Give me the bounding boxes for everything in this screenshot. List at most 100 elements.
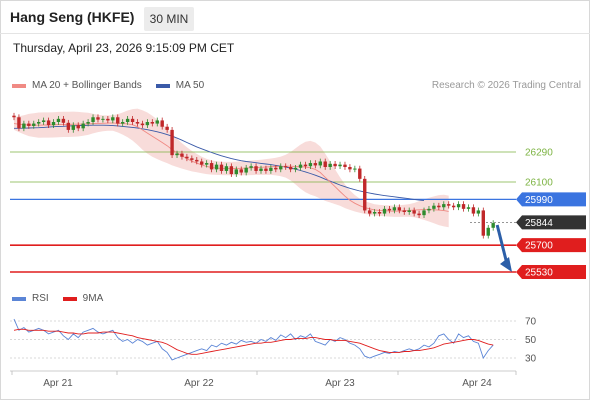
- header-divider: [0, 33, 590, 34]
- candle-body: [318, 161, 322, 166]
- candle-body: [353, 168, 357, 170]
- candle-body: [125, 118, 130, 122]
- rsi-tick-label: 50: [525, 335, 537, 346]
- candle-body: [363, 178, 367, 211]
- candle-body: [288, 167, 293, 170]
- candle-body: [195, 159, 199, 162]
- candle-body: [244, 167, 248, 173]
- header-bar: Hang Seng (HKFE) 30 MIN: [0, 0, 590, 34]
- candle-body: [476, 210, 481, 214]
- candle-body: [224, 166, 229, 171]
- candle-body: [27, 123, 31, 126]
- candle-body: [422, 210, 426, 216]
- candle-body: [427, 208, 431, 211]
- x-tick-label: Apr 24: [462, 378, 492, 389]
- candle-body: [269, 167, 273, 171]
- candle-body: [461, 204, 466, 209]
- candle-body: [308, 163, 313, 167]
- candle-body: [66, 122, 71, 130]
- rsi-legend-swatch: [12, 296, 26, 301]
- candle-body: [17, 117, 21, 129]
- candle-body: [486, 227, 490, 236]
- candle-body: [451, 205, 456, 208]
- timeframe-badge[interactable]: 30 MIN: [144, 7, 194, 31]
- rsi-tick-label: 30: [525, 354, 537, 365]
- level-label-25530: 25530: [525, 268, 553, 279]
- candle-body: [382, 208, 387, 214]
- candle-body: [116, 117, 120, 124]
- candle-body: [145, 122, 150, 126]
- candle-body: [471, 207, 476, 214]
- candle-body: [412, 210, 416, 214]
- candle-body: [71, 125, 75, 130]
- level-tag-25530: [516, 265, 586, 279]
- rsi-tick-label: 70: [525, 317, 537, 328]
- candle-body: [37, 122, 41, 124]
- projection-arrow-shaft: [495, 224, 509, 265]
- candle-body: [456, 204, 461, 208]
- candle-body: [41, 120, 46, 122]
- candle-body: [190, 158, 194, 160]
- candle-body: [130, 118, 135, 122]
- candle-body: [155, 120, 159, 124]
- candle-body: [338, 164, 342, 167]
- candle-body: [343, 164, 347, 167]
- candle-body: [61, 118, 66, 123]
- candle-body: [165, 126, 169, 130]
- level-tag-25844: [516, 215, 586, 230]
- rsi-line: [13, 318, 494, 361]
- candle-body: [279, 166, 283, 170]
- candle-body: [397, 207, 402, 211]
- candle-body: [402, 210, 406, 212]
- candle-body: [81, 123, 85, 129]
- candle-body: [91, 117, 95, 122]
- instrument-title: Hang Seng (HKFE): [10, 9, 135, 25]
- candle-body: [46, 120, 51, 126]
- candle-body: [358, 168, 362, 179]
- candle-body: [254, 166, 258, 171]
- candle-body: [96, 117, 100, 120]
- x-tick-label: Apr 21: [43, 378, 73, 389]
- candle-body: [106, 118, 110, 121]
- candle-body: [407, 210, 411, 212]
- candle-body: [313, 163, 318, 166]
- candle-body: [111, 117, 115, 121]
- candle-body: [170, 129, 174, 156]
- ma50-legend-label: MA 50: [175, 80, 205, 91]
- candle-body: [120, 122, 125, 124]
- candle-body: [367, 210, 372, 214]
- candle-body: [323, 161, 327, 167]
- candle-body: [234, 169, 238, 175]
- candle-body: [259, 168, 263, 171]
- main-legend: MA 20 + Bollinger Bands MA 50: [12, 80, 204, 91]
- candle-body: [284, 166, 288, 168]
- candle-body: [249, 166, 253, 168]
- candle-body: [387, 208, 392, 211]
- ma20-legend-label: MA 20 + Bollinger Bands: [32, 80, 142, 91]
- candle-body: [209, 163, 214, 170]
- research-credit: Research © 2026 Trading Central: [431, 80, 581, 91]
- level-label-26100: 26100: [525, 178, 553, 189]
- candle-body: [274, 167, 278, 170]
- candle-body: [417, 213, 421, 216]
- candle-body: [437, 205, 441, 208]
- candle-body: [333, 163, 337, 167]
- candle-body: [377, 212, 382, 214]
- ma20-legend-swatch: [12, 83, 26, 88]
- candle-body: [150, 122, 155, 124]
- rsi-legend: RSI 9MA: [12, 293, 103, 304]
- candle-body: [293, 167, 298, 170]
- candle-body: [229, 166, 234, 175]
- candle-body: [160, 120, 164, 127]
- rsi-ma-line: [13, 328, 494, 355]
- candle-body: [185, 156, 189, 159]
- ma50-legend-swatch: [155, 83, 170, 88]
- candle-body: [348, 167, 352, 170]
- level-label-25990: 25990: [525, 195, 553, 206]
- level-label-26290: 26290: [525, 148, 553, 159]
- candle-body: [372, 212, 377, 214]
- candle-body: [56, 118, 61, 122]
- candle-body: [12, 115, 16, 118]
- candle-body: [298, 164, 303, 168]
